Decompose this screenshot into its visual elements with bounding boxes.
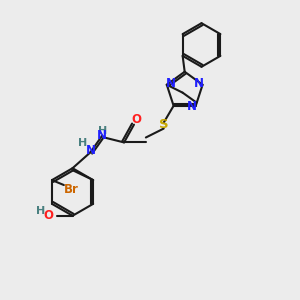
- Text: N: N: [187, 100, 197, 113]
- Text: N: N: [85, 144, 95, 157]
- Text: N: N: [97, 129, 107, 142]
- Text: O: O: [131, 113, 141, 126]
- Text: Br: Br: [64, 184, 79, 196]
- Text: N: N: [194, 77, 204, 90]
- Text: H: H: [36, 206, 46, 216]
- Text: O: O: [44, 209, 54, 222]
- Text: H: H: [98, 126, 107, 136]
- Text: N: N: [166, 77, 176, 90]
- Text: H: H: [78, 138, 87, 148]
- Text: S: S: [159, 118, 169, 131]
